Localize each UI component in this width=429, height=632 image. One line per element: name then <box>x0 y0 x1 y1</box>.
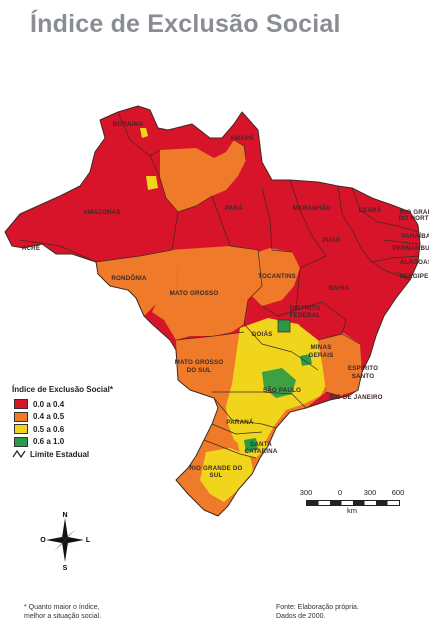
legend-swatch <box>14 411 28 422</box>
region-yellow-roraima-patch <box>140 128 148 138</box>
region-green-sp <box>262 368 296 398</box>
legend-label: 0.6 a 1.0 <box>33 437 65 447</box>
region-green-sc <box>244 438 258 452</box>
state-label: RIO DE JANEIRO <box>329 394 382 401</box>
region-orange-para-amapa <box>160 140 246 212</box>
state-label: RORAIMA <box>113 121 144 128</box>
legend: Índice de Exclusão Social* 0.0 a 0.4 0.4… <box>12 385 192 461</box>
state-label: TOCANTINS <box>258 273 296 280</box>
state-label: ALAGOAS <box>400 259 429 266</box>
compass-south: S <box>63 565 68 570</box>
state-label: CEARÁ <box>358 207 381 214</box>
state-label: ACRE <box>22 245 40 252</box>
legend-item: 0.5 a 0.6 <box>12 423 192 436</box>
legend-label: 0.0 a 0.4 <box>33 399 65 409</box>
state-label: PARAÍBA <box>401 232 429 240</box>
region-green-mg <box>300 354 312 366</box>
scale-tick: 600 <box>391 488 405 497</box>
state-label: GOIÁS <box>252 331 273 338</box>
state-label: AMAZONAS <box>83 209 120 216</box>
state-label: MINAS GERAIS <box>309 344 334 359</box>
scale-graphic <box>306 500 400 506</box>
state-boundaries <box>4 105 421 517</box>
state-label: SÃO PAULO <box>263 387 301 394</box>
source-note: Fonte: Elaboração própria. Dados de 2000… <box>276 603 359 621</box>
source-line-1: Fonte: Elaboração própria. <box>276 604 359 611</box>
scale-ticks: 300 0 300 600 <box>298 488 408 498</box>
footnote-line-2: melhor a situação social. <box>24 613 102 620</box>
legend-item: 0.6 a 1.0 <box>12 436 192 449</box>
state-label: MARANHÃO <box>293 205 331 212</box>
state-label: AMAPÁ <box>230 135 254 142</box>
scale-unit: km <box>347 506 357 515</box>
compass-west: O <box>40 537 46 544</box>
region-yellow-ne-patch <box>146 176 158 190</box>
region-red-north-mg <box>296 302 346 340</box>
footnote-line-1: * Quanto maior o índice, <box>24 604 100 611</box>
state-label: DISTRITO FEDERAL <box>290 305 321 319</box>
state-label: RONDÔNIA <box>111 274 147 282</box>
state-label: RIO GRANDO NORTE <box>399 209 429 222</box>
state-label: PIAUÍ <box>322 236 340 244</box>
scale-tick: 300 <box>299 488 313 497</box>
state-label: PARÁ <box>225 205 243 212</box>
state-label: ESPÍRITO SANTO <box>348 364 378 380</box>
legend-swatch <box>14 424 28 435</box>
region-orange-mato-grosso <box>152 246 262 340</box>
state-label: BAHIA <box>329 285 350 292</box>
map-title: Índice de Exclusão Social <box>30 10 341 38</box>
region-orange-rondonia <box>96 250 178 316</box>
scale-tick: 0 <box>337 488 343 497</box>
scale-tick: 300 <box>363 488 377 497</box>
compass-north: N <box>62 512 67 519</box>
region-fills <box>96 128 362 516</box>
legend-label: 0.4 a 0.5 <box>33 412 65 422</box>
state-label: RIO GRANDE DO SUL <box>189 465 242 479</box>
state-label: SERGIPE <box>400 273 429 280</box>
legend-item-boundary: Limite Estadual <box>12 448 192 461</box>
state-label: SANTA CATARINA <box>245 441 278 455</box>
region-orange-mg-east <box>318 332 362 396</box>
region-green-df <box>278 320 290 332</box>
footnote: * Quanto maior o índice, melhor a situaç… <box>24 603 101 621</box>
state-label: MATO GROSSO <box>170 290 219 297</box>
state-label: PERNAMBUCO <box>392 245 429 252</box>
legend-item: 0.0 a 0.4 <box>12 398 192 411</box>
compass-icon: N S O L <box>40 512 91 572</box>
legend-title: Índice de Exclusão Social* <box>12 385 113 394</box>
legend-swatch <box>14 399 28 410</box>
legend-swatch <box>14 436 28 447</box>
state-labels: RORAIMA AMAPÁ AMAZONAS PARÁ MARANHÃO CEARÁ RIO… <box>22 121 429 479</box>
boundary-line-icon <box>12 450 26 459</box>
region-yellow-south <box>200 448 254 502</box>
state-label: PARANÁ <box>226 419 254 426</box>
legend-item: 0.4 a 0.5 <box>12 411 192 424</box>
source-line-2: Dados de 2000. <box>276 613 326 620</box>
state-label: MATO GROSSO DO SUL <box>175 359 224 374</box>
legend-boundary-label: Limite Estadual <box>30 449 90 459</box>
legend-label: 0.5 a 0.6 <box>33 424 65 434</box>
compass-east: L <box>86 537 90 544</box>
compass-rose: N S O L <box>40 510 91 572</box>
